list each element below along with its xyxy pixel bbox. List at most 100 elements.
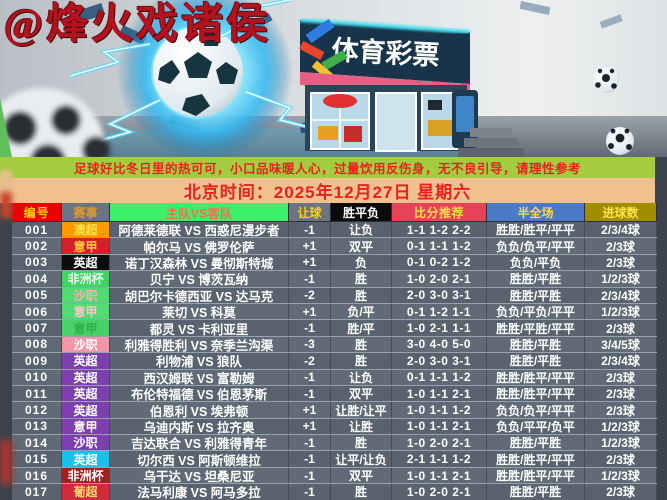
score-prediction: 1-0 1-1 1-2 [392, 402, 487, 418]
handicap-value: -1 [289, 385, 331, 402]
wdl-prediction: 双平 [331, 238, 392, 254]
wdl-prediction: 让平/让负 [331, 451, 392, 467]
match-teams: 吉达联合 VS 利雅得青年 [110, 435, 289, 451]
goals-prediction: 1/2/3球 [585, 435, 657, 451]
score-prediction: 1-0 1-1 2-1 [392, 385, 487, 402]
table-row: 016 非洲杯 乌干达 VS 坦桑尼亚 -1 双平 1-0 1-1 2-1 胜胜… [12, 467, 657, 485]
handicap-value: +1 [289, 418, 331, 435]
goals-prediction: 2/3球 [585, 254, 657, 271]
goals-prediction: 1/2/3球 [585, 303, 657, 320]
notice-text: 足球好比冬日里的热可可，小口品味暖人心，过量饮用反伤身，无不良引导，请理性参考 [73, 162, 581, 176]
match-teams: 西汉姆联 VS 富勒姆 [110, 369, 289, 385]
match-id: 015 [12, 451, 62, 467]
wdl-prediction: 胜/平 [331, 320, 392, 336]
table-row: 006 意甲 莱切 VS 科莫 +1 负/平 0-1 1-2 1-1 负负/平负… [12, 303, 657, 321]
table-row: 002 意甲 帕尔马 VS 佛罗伦萨 +1 双平 0-1 1-1 1-2 负负/… [12, 238, 657, 255]
handicap-value: -1 [289, 484, 331, 500]
wdl-prediction: 双平 [331, 385, 392, 402]
wdl-prediction: 胜 [331, 336, 392, 353]
wdl-prediction: 双平 [331, 467, 392, 484]
score-prediction: 1-0 2-0 2-1 [392, 435, 487, 451]
green-wedge [0, 98, 12, 157]
score-prediction: 2-1 1-1 1-2 [392, 451, 487, 467]
league-badge: 葡超 [62, 484, 110, 500]
table-row: 003 英超 诺丁汉森林 VS 曼彻斯特城 +1 负 0-1 0-2 1-2 负… [12, 254, 657, 272]
banner-photo: 体育彩票 [0, 0, 667, 157]
table-row: 010 英超 西汉姆联 VS 富勒姆 -1 让负 0-1 1-1 1-2 胜胜/… [12, 369, 657, 386]
score-prediction: 0-1 1-1 1-2 [392, 238, 487, 254]
handicap-value: -1 [289, 435, 331, 451]
watermark-text: @烽火戏诸侯 [4, 2, 272, 48]
match-id: 014 [12, 435, 62, 451]
table-row: 004 非洲杯 贝宁 VS 博茨瓦纳 -1 胜 1-0 2-0 2-1 胜胜/平… [12, 271, 657, 288]
half-full-prediction: 负负/平负 [487, 254, 585, 271]
small-red-sign [323, 94, 357, 108]
score-prediction: 2-0 3-0 3-1 [392, 353, 487, 369]
header-handicap: 让球 [289, 203, 331, 221]
score-prediction: 2-0 3-0 3-1 [392, 287, 487, 303]
table-row: 001 澳超 阿德莱德联 VS 西惑尼漫步者 -1 让负 1-1 1-2 2-2… [12, 222, 657, 239]
score-prediction: 0-1 1-1 1-2 [392, 369, 487, 385]
half-full-prediction: 负负/负平/平平 [487, 402, 585, 418]
match-teams: 贝宁 VS 博茨瓦纳 [110, 271, 289, 287]
wdl-prediction: 负 [331, 254, 392, 271]
goals-prediction: 1/2/3球 [585, 271, 657, 287]
score-prediction: 1-0 2-0 2-1 [392, 484, 487, 500]
table-body: 001 澳超 阿德莱德联 VS 西惑尼漫步者 -1 让负 1-1 1-2 2-2… [12, 222, 657, 500]
league-badge: 澳超 [62, 222, 110, 238]
handicap-value: -1 [289, 320, 331, 336]
goals-prediction: 3/4/5球 [585, 336, 657, 353]
league-badge: 英超 [62, 385, 110, 402]
match-teams: 帕尔马 VS 佛罗伦萨 [110, 238, 289, 254]
goals-prediction: 2/3球 [585, 320, 657, 336]
store-door [375, 92, 417, 152]
half-full-prediction: 胜胜/平胜 [487, 353, 585, 369]
wdl-prediction: 让负 [331, 369, 392, 385]
handicap-value: -1 [289, 222, 331, 238]
half-full-prediction: 胜胜/平胜 [487, 484, 585, 500]
handicap-value: +1 [289, 303, 331, 320]
match-teams: 都灵 VS 卡利亚里 [110, 320, 289, 336]
match-id: 012 [12, 402, 62, 418]
league-badge: 意甲 [62, 303, 110, 320]
table-row: 017 葡超 法马利康 VS 阿马多拉 -1 胜 1-0 2-0 2-1 胜胜/… [12, 484, 657, 500]
half-full-prediction: 胜胜/胜平/平平 [487, 451, 585, 467]
score-prediction: 1-0 2-0 2-1 [392, 271, 487, 287]
handicap-value: +1 [289, 254, 331, 271]
match-id: 010 [12, 369, 62, 385]
soccer-ball-large-blur-icon [0, 88, 110, 157]
soccer-ball-small-icon [593, 67, 619, 93]
match-teams: 诺丁汉森林 VS 曼彻斯特城 [110, 254, 289, 271]
table-row: 009 英超 利物浦 VS 狼队 -2 胜 2-0 3-0 3-1 胜胜/平胜 … [12, 353, 657, 370]
match-teams: 胡巴尔卡德西亚 VS 达马克 [110, 287, 289, 303]
header-wdl: 胜平负 [331, 203, 392, 221]
predictions-table: 编号 赛事 主队VS客队 让球 胜平负 比分推荐 半全场 进球数 001 澳超 … [12, 203, 657, 500]
lottery-store: 体育彩票 [299, 18, 524, 157]
half-full-prediction: 胜胜/胜平/平平 [487, 385, 585, 402]
background-bleed [0, 170, 12, 194]
match-id: 006 [12, 303, 62, 320]
wdl-prediction: 胜 [331, 287, 392, 303]
match-id: 005 [12, 287, 62, 303]
half-full-prediction: 胜胜/胜平/平平 [487, 369, 585, 385]
half-full-prediction: 胜胜/平胜 [487, 336, 585, 353]
header-score: 比分推荐 [392, 203, 487, 221]
handicap-value: +1 [289, 402, 331, 418]
date-bar: 北京时间：2025年12月27日 星期六 [0, 178, 655, 203]
header-half-full: 半全场 [487, 203, 585, 221]
goals-prediction: 2/3球 [585, 451, 657, 467]
score-prediction: 1-0 1-1 2-1 [392, 418, 487, 435]
wdl-prediction: 胜 [331, 484, 392, 500]
goals-prediction: 2/3球 [585, 385, 657, 402]
notice-bar: 足球好比冬日里的热可可，小口品味暖人心，过量饮用反伤身，无不良引导，请理性参考 [0, 157, 655, 178]
goals-prediction: 2/3球 [585, 369, 657, 385]
league-badge: 英超 [62, 451, 110, 467]
table-row: 005 沙职 胡巴尔卡德西亚 VS 达马克 -2 胜 2-0 3-0 3-1 胜… [12, 287, 657, 304]
match-teams: 伯恩利 VS 埃弗顿 [110, 402, 289, 418]
league-badge: 英超 [62, 353, 110, 369]
poster-orange [428, 120, 456, 136]
table-row: 007 意甲 都灵 VS 卡利亚里 -1 胜/平 1-0 2-1 1-1 胜胜/… [12, 320, 657, 337]
store-sign-text: 体育彩票 [331, 34, 440, 71]
handicap-value: -2 [289, 287, 331, 303]
